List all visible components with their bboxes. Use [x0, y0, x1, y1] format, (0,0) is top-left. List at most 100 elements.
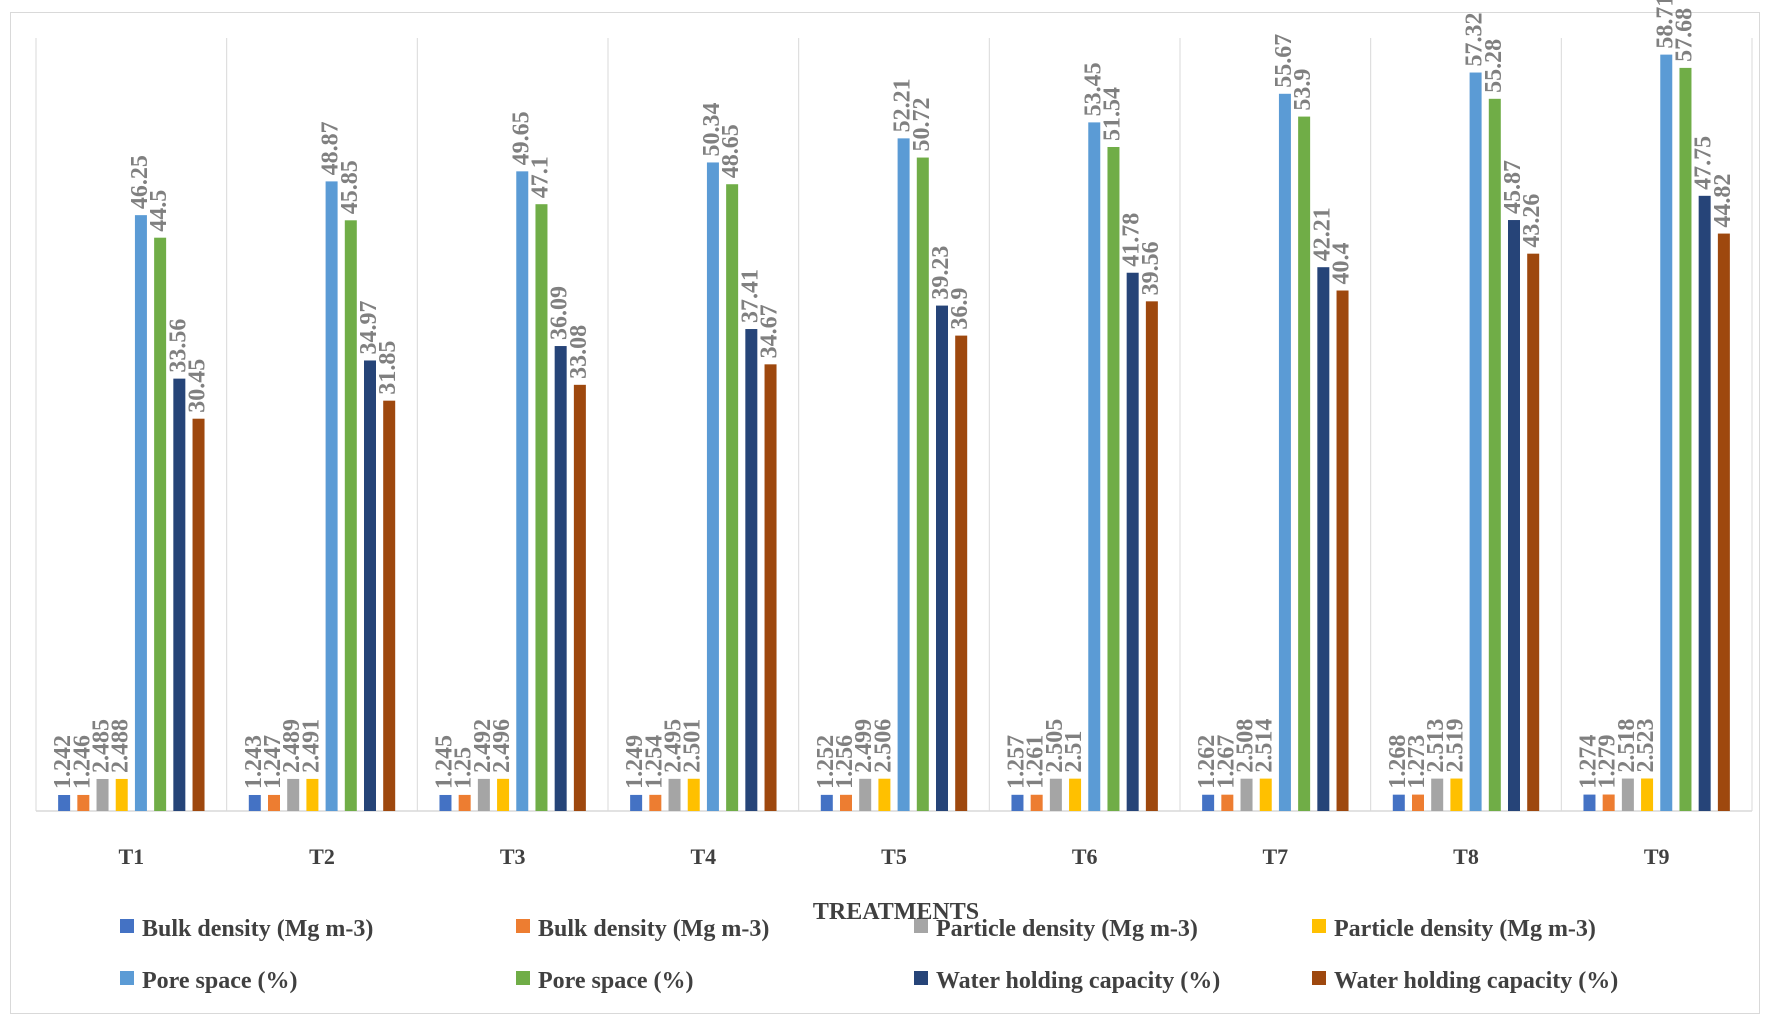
data-label: 50.72 [909, 98, 935, 152]
bar [726, 184, 739, 811]
bar [1527, 253, 1540, 812]
data-label: 53.45 [1080, 62, 1106, 116]
bar [439, 794, 452, 811]
legend-label: Pore space (%) [538, 968, 694, 994]
bar [1145, 301, 1158, 811]
data-label: 46.25 [127, 155, 153, 209]
bar [1431, 778, 1444, 811]
legend-item: Bulk density (Mg m-3) [516, 916, 769, 942]
bar [306, 778, 319, 811]
data-label: 50.34 [699, 102, 725, 156]
bar [96, 778, 109, 811]
bar [1107, 146, 1120, 812]
bar [1660, 54, 1673, 811]
data-label: 40.4 [1329, 243, 1355, 285]
bar [248, 794, 261, 811]
data-label: 33.08 [566, 325, 592, 379]
data-label: 2.506 [870, 719, 896, 773]
bar [764, 364, 777, 811]
legend-label: Particle density (Mg m-3) [936, 916, 1198, 942]
bar [1336, 290, 1349, 812]
bar [1278, 93, 1291, 811]
bar [1698, 195, 1711, 812]
bar [687, 778, 700, 811]
data-label: 2.495 [661, 719, 687, 773]
data-label: 52.21 [890, 78, 916, 132]
x-tick-label: T6 [1072, 844, 1098, 869]
bar [115, 778, 128, 811]
bar [192, 418, 205, 811]
data-label: 44.5 [146, 190, 172, 232]
data-label: 1.273 [1404, 735, 1430, 789]
data-label: 41.78 [1119, 213, 1145, 267]
data-label: 48.65 [718, 124, 744, 178]
data-label: 48.87 [318, 121, 344, 175]
bar [1030, 794, 1043, 811]
x-tick-labels: T1 T2 T3 T4 T5 T6 T7 T8 T9 [118, 844, 1669, 869]
bars-layer [58, 54, 1730, 812]
bar [936, 305, 948, 811]
bar [1069, 778, 1082, 811]
bar [1508, 220, 1520, 811]
data-label: 1.257 [1003, 735, 1029, 789]
legend-label: Bulk density (Mg m-3) [142, 916, 373, 942]
data-label: 36.9 [947, 288, 973, 330]
data-label: 1.274 [1575, 735, 1601, 789]
legend-label: Water holding capacity (%) [936, 968, 1220, 994]
bar [383, 400, 396, 811]
bar [1298, 116, 1311, 812]
bar [154, 237, 167, 812]
data-label: 30.45 [185, 359, 211, 413]
bar [1317, 267, 1330, 812]
bar [1049, 778, 1062, 811]
data-label: 2.51 [1061, 731, 1087, 773]
data-label: 47.1 [527, 156, 553, 198]
bar [706, 162, 719, 811]
data-label: 2.519 [1442, 719, 1468, 773]
legend: Bulk density (Mg m-3) Bulk density (Mg m-… [120, 916, 1618, 994]
data-label: 2.518 [1614, 719, 1640, 773]
data-label: 34.97 [356, 300, 382, 354]
bar [58, 794, 71, 811]
bar [1202, 794, 1215, 811]
data-label: 37.41 [737, 269, 763, 323]
legend-label: Bulk density (Mg m-3) [538, 916, 769, 942]
legend-item: Pore space (%) [120, 968, 298, 994]
chart-frame [10, 12, 1760, 1014]
bar [1488, 98, 1501, 812]
legend-label: Pore space (%) [142, 968, 298, 994]
data-label: 1.252 [813, 735, 839, 789]
data-label: 49.65 [508, 111, 534, 165]
bar [955, 335, 968, 811]
data-label: 45.87 [1500, 160, 1526, 214]
bar [1221, 794, 1234, 811]
bar [516, 171, 529, 811]
data-label: 39.23 [928, 246, 954, 300]
bar [287, 778, 300, 811]
data-label: 2.491 [298, 719, 324, 773]
data-label: 2.514 [1252, 719, 1278, 773]
bar [344, 220, 357, 811]
bar [649, 794, 662, 811]
legend-swatch [1312, 919, 1326, 933]
data-label: 1.279 [1595, 735, 1621, 789]
bar [1259, 778, 1272, 811]
data-label: 1.261 [1023, 735, 1049, 789]
legend-label: Water holding capacity (%) [1334, 968, 1618, 994]
data-label: 43.26 [1519, 194, 1545, 248]
bar [77, 794, 90, 811]
bar [897, 138, 910, 812]
data-label: 44.82 [1710, 174, 1736, 228]
x-tick-label: T8 [1453, 844, 1479, 869]
bar [1240, 778, 1253, 811]
bar [497, 778, 510, 811]
legend-swatch [516, 919, 530, 933]
data-label: 1.249 [622, 735, 648, 789]
bar [668, 778, 681, 811]
data-label: 58.71 [1652, 0, 1678, 49]
bar [1469, 72, 1482, 811]
data-label: 1.242 [50, 735, 76, 789]
data-label: 31.85 [375, 341, 401, 395]
data-label: 2.499 [851, 719, 877, 773]
data-label: 1.256 [832, 735, 858, 789]
